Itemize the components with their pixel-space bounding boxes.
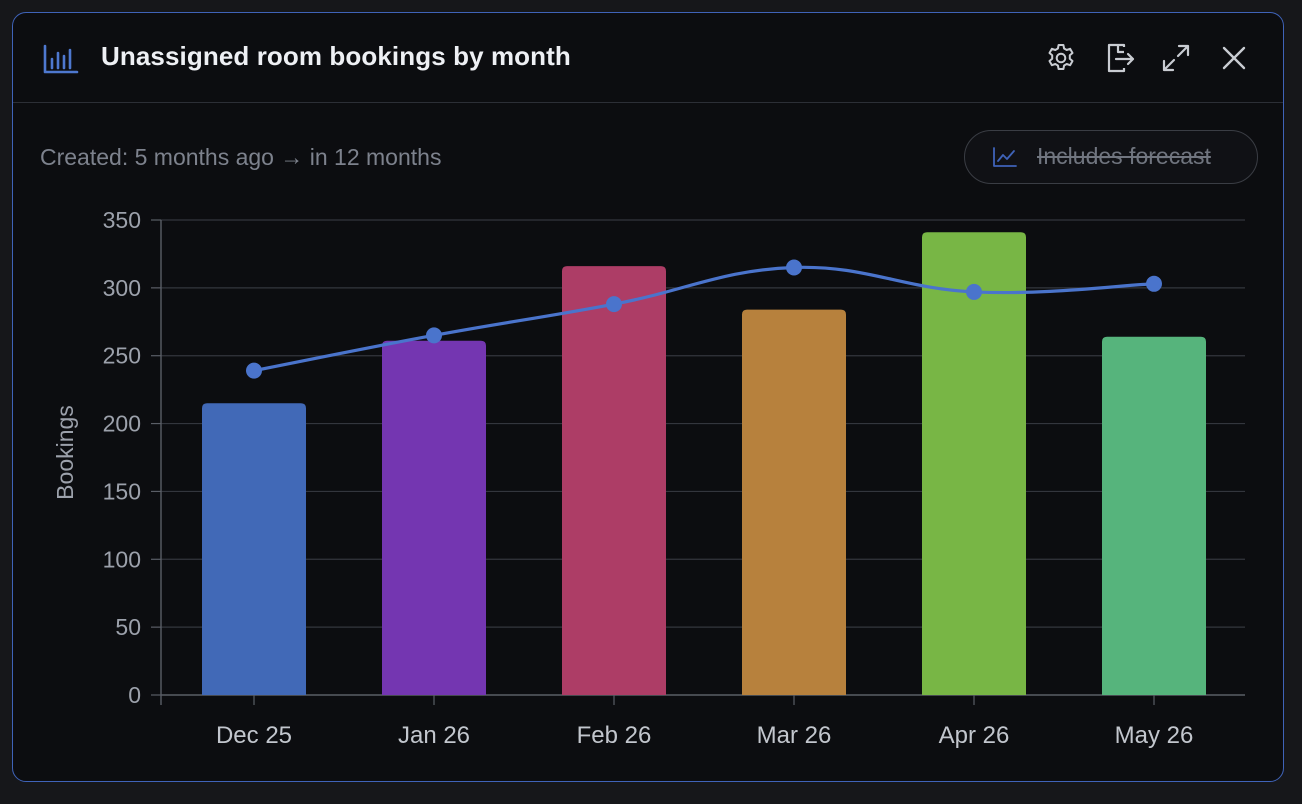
y-tick-label: 150 [103, 478, 141, 504]
x-tick-label: Jan 26 [398, 722, 470, 749]
close-icon [1222, 46, 1246, 70]
created-range-text: Created: 5 months ago → in 12 months [40, 144, 442, 170]
trend-point-may-26[interactable] [1146, 275, 1162, 292]
y-axis-ticks: 0 50 100 150 200 250 300 350 [103, 207, 141, 708]
x-tick-label: Feb 26 [577, 722, 652, 749]
export-button[interactable] [1100, 39, 1138, 77]
bar-mar-26[interactable] [742, 309, 846, 695]
y-tick-label: 300 [103, 275, 141, 301]
x-tick-label: Dec 25 [216, 722, 292, 749]
y-tick-label: 50 [115, 614, 141, 640]
line-chart-icon [993, 147, 1017, 167]
bookings-chart: 0 50 100 150 200 250 300 350 Bookings Dec 25 Jan… [52, 207, 1245, 749]
gear-icon [1048, 44, 1074, 70]
trend-point-dec-25[interactable] [246, 362, 262, 379]
settings-button[interactable] [1042, 39, 1080, 77]
y-axis-label: Bookings [52, 405, 78, 500]
close-button[interactable] [1215, 39, 1253, 77]
chart-grid [151, 219, 1245, 705]
x-tick-label: Apr 26 [939, 722, 1010, 749]
page-title: Unassigned room bookings by month [101, 41, 571, 71]
trend-point-mar-26[interactable] [786, 259, 802, 276]
trend-point-feb-26[interactable] [606, 296, 622, 313]
x-tick-label: May 26 [1115, 722, 1194, 749]
trend-line [246, 259, 1162, 379]
bar-jan-26[interactable] [382, 340, 486, 695]
chart-bars [202, 232, 1206, 695]
bar-may-26[interactable] [1102, 336, 1206, 695]
includes-forecast-label: Includes forecast [1037, 143, 1211, 169]
export-icon [1107, 43, 1135, 73]
panel-header: Unassigned room bookings by month [13, 13, 1283, 103]
bar-chart-icon [43, 44, 79, 74]
y-tick-label: 100 [103, 546, 141, 572]
bar-feb-26[interactable] [562, 266, 666, 695]
y-tick-label: 0 [128, 682, 141, 708]
y-tick-label: 250 [103, 343, 141, 369]
trend-point-apr-26[interactable] [966, 283, 982, 300]
bar-dec-25[interactable] [202, 403, 306, 695]
trend-point-jan-26[interactable] [426, 327, 442, 344]
bar-apr-26[interactable] [922, 232, 1026, 695]
chart-panel: Unassigned room bookings by month [12, 12, 1284, 782]
x-axis-ticks: Dec 25 Jan 26 Feb 26 Mar 26 Apr 26 May 26 [216, 722, 1193, 749]
y-tick-label: 200 [103, 411, 141, 437]
expand-icon [1162, 44, 1190, 72]
trend-line-path [253, 265, 1155, 373]
expand-button[interactable] [1157, 39, 1195, 77]
includes-forecast-toggle[interactable]: Includes forecast [964, 130, 1258, 184]
x-tick-label: Mar 26 [757, 722, 832, 749]
y-tick-label: 350 [103, 207, 141, 233]
